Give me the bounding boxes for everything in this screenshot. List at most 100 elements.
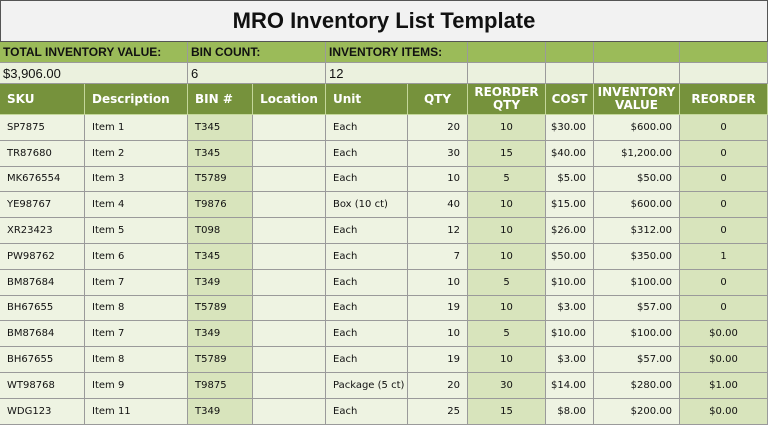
column-header: Location: [253, 84, 326, 115]
blank-cell: [253, 115, 326, 141]
column-header: SKU: [0, 84, 85, 115]
table-cell: $3.00: [546, 295, 594, 322]
column-header: Unit: [326, 84, 408, 115]
table-cell: $1,200.00: [594, 140, 680, 167]
table-cell: $57.00: [594, 295, 680, 322]
table-cell: T098: [188, 218, 253, 244]
summary-label: INVENTORY ITEMS:: [326, 42, 468, 63]
table-cell: T349: [188, 321, 253, 348]
table-cell: $14.00: [546, 372, 594, 399]
table-cell: 30: [408, 140, 468, 167]
summary-blank: [546, 63, 594, 84]
table-cell: $312.00: [594, 218, 680, 244]
table-cell: T5789: [188, 347, 253, 373]
table-cell: TR87680: [0, 140, 85, 167]
table-cell: T9875: [188, 372, 253, 399]
table-cell: XR23423: [0, 218, 85, 244]
table-cell: $10.00: [546, 269, 594, 296]
table-cell: 0: [680, 218, 768, 244]
summary-blank: [680, 63, 768, 84]
table-cell: 10: [468, 295, 546, 322]
table-cell: $3.00: [546, 347, 594, 373]
table-cell: SP7875: [0, 115, 85, 141]
table-cell: $30.00: [546, 115, 594, 141]
blank-cell: [253, 347, 326, 373]
table-cell: Item 2: [85, 140, 188, 167]
table-cell: Item 7: [85, 269, 188, 296]
table-cell: T345: [188, 243, 253, 270]
blank-cell: [253, 166, 326, 193]
table-cell: 19: [408, 295, 468, 322]
table-cell: $57.00: [594, 347, 680, 373]
table-cell: 30: [468, 372, 546, 399]
table-cell: Each: [326, 321, 408, 348]
table-cell: $600.00: [594, 115, 680, 141]
table-cell: Each: [326, 295, 408, 322]
table-cell: $200.00: [594, 398, 680, 425]
table-cell: Item 4: [85, 192, 188, 219]
table-cell: Each: [326, 398, 408, 425]
table-cell: Each: [326, 218, 408, 244]
table-cell: T345: [188, 140, 253, 167]
table-cell: Each: [326, 347, 408, 373]
table-cell: T5789: [188, 295, 253, 322]
table-cell: 0: [680, 140, 768, 167]
table-cell: $50.00: [546, 243, 594, 270]
table-cell: $280.00: [594, 372, 680, 399]
table-cell: Item 8: [85, 295, 188, 322]
table-cell: BH67655: [0, 347, 85, 373]
blank-cell: [253, 243, 326, 270]
table-cell: 5: [468, 269, 546, 296]
table-cell: $5.00: [546, 166, 594, 193]
table-cell: T9876: [188, 192, 253, 219]
table-cell: 0: [680, 115, 768, 141]
table-cell: 0: [680, 269, 768, 296]
summary-blank: [594, 42, 680, 63]
table-cell: 10: [408, 321, 468, 348]
blank-cell: [253, 218, 326, 244]
table-cell: Item 3: [85, 166, 188, 193]
table-cell: 20: [408, 115, 468, 141]
summary-label: BIN COUNT:: [188, 42, 326, 63]
table-cell: 0: [680, 295, 768, 322]
summary-value: $3,906.00: [0, 63, 188, 84]
table-cell: WDG123: [0, 398, 85, 425]
table-cell: T345: [188, 115, 253, 141]
table-cell: PW98762: [0, 243, 85, 270]
blank-cell: [253, 321, 326, 348]
table-cell: 10: [468, 115, 546, 141]
table-cell: $0.00: [680, 398, 768, 425]
table-cell: $8.00: [546, 398, 594, 425]
table-cell: 15: [468, 140, 546, 167]
table-cell: 5: [468, 321, 546, 348]
table-cell: Each: [326, 269, 408, 296]
column-header: REORDER QTY: [468, 84, 546, 115]
table-cell: Item 6: [85, 243, 188, 270]
summary-blank: [468, 63, 546, 84]
column-header: REORDER: [680, 84, 768, 115]
table-cell: $15.00: [546, 192, 594, 219]
table-cell: BH67655: [0, 295, 85, 322]
table-cell: 10: [468, 192, 546, 219]
summary-blank: [594, 63, 680, 84]
table-cell: 10: [468, 243, 546, 270]
table-cell: $100.00: [594, 321, 680, 348]
table-cell: Item 7: [85, 321, 188, 348]
column-header: COST: [546, 84, 594, 115]
table-cell: BM87684: [0, 321, 85, 348]
column-header: INVENTORY VALUE: [594, 84, 680, 115]
table-cell: Each: [326, 140, 408, 167]
table-cell: 0: [680, 192, 768, 219]
table-cell: $0.00: [680, 347, 768, 373]
blank-cell: [253, 192, 326, 219]
table-cell: 5: [468, 166, 546, 193]
table-cell: 12: [408, 218, 468, 244]
blank-cell: [253, 269, 326, 296]
table-cell: 25: [408, 398, 468, 425]
summary-value: 6: [188, 63, 326, 84]
summary-value: 12: [326, 63, 468, 84]
table-cell: 7: [408, 243, 468, 270]
table-cell: 10: [468, 218, 546, 244]
table-cell: $600.00: [594, 192, 680, 219]
